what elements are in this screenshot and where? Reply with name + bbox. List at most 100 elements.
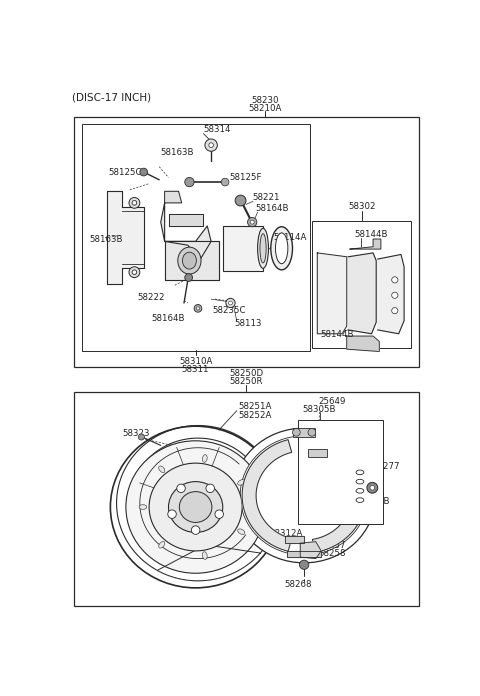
- Circle shape: [300, 560, 309, 569]
- Polygon shape: [347, 336, 379, 351]
- Ellipse shape: [180, 491, 212, 523]
- Ellipse shape: [159, 466, 165, 473]
- Ellipse shape: [159, 541, 165, 548]
- Text: 58210A: 58210A: [249, 104, 282, 113]
- Polygon shape: [117, 425, 268, 580]
- Text: 58268: 58268: [284, 580, 312, 590]
- Ellipse shape: [139, 505, 147, 509]
- Text: 58323: 58323: [122, 429, 149, 438]
- Ellipse shape: [271, 227, 292, 270]
- Polygon shape: [165, 191, 181, 203]
- Text: 58125F: 58125F: [229, 173, 262, 182]
- Circle shape: [192, 526, 200, 535]
- Text: 58221: 58221: [252, 193, 280, 202]
- Circle shape: [140, 168, 147, 176]
- Circle shape: [392, 292, 398, 299]
- Polygon shape: [378, 255, 404, 334]
- Circle shape: [194, 305, 202, 313]
- Text: 58144B: 58144B: [355, 230, 388, 239]
- Ellipse shape: [203, 454, 207, 462]
- Circle shape: [132, 270, 137, 274]
- Text: 58230: 58230: [252, 96, 279, 105]
- Text: 58163B: 58163B: [161, 148, 194, 157]
- Text: 58311: 58311: [182, 365, 209, 374]
- Polygon shape: [161, 203, 211, 260]
- Polygon shape: [300, 541, 321, 559]
- Ellipse shape: [276, 233, 288, 264]
- Circle shape: [221, 178, 229, 186]
- Text: 58250D: 58250D: [229, 369, 263, 377]
- Polygon shape: [317, 253, 347, 334]
- Text: 58257: 58257: [318, 541, 346, 550]
- Polygon shape: [312, 438, 366, 553]
- Circle shape: [235, 195, 246, 206]
- Text: 58305B: 58305B: [303, 405, 336, 413]
- Ellipse shape: [240, 436, 368, 555]
- Polygon shape: [348, 253, 376, 334]
- Circle shape: [228, 301, 232, 305]
- Polygon shape: [165, 242, 219, 280]
- Polygon shape: [285, 535, 304, 543]
- Text: 58258: 58258: [318, 549, 346, 558]
- Polygon shape: [157, 531, 260, 580]
- Text: 58113: 58113: [234, 319, 262, 329]
- Bar: [298, 420, 383, 524]
- Circle shape: [370, 486, 375, 490]
- Ellipse shape: [258, 228, 268, 269]
- Circle shape: [367, 482, 378, 493]
- Text: 58302: 58302: [348, 202, 376, 211]
- Polygon shape: [107, 191, 144, 284]
- Text: 58310A: 58310A: [179, 357, 212, 366]
- Text: 58312A: 58312A: [269, 530, 302, 539]
- Text: 58144B: 58144B: [321, 330, 354, 339]
- Circle shape: [132, 200, 137, 205]
- Polygon shape: [168, 214, 204, 226]
- Text: 58114A: 58114A: [273, 233, 307, 242]
- Circle shape: [206, 484, 215, 493]
- Circle shape: [129, 198, 140, 208]
- Ellipse shape: [238, 529, 245, 535]
- Text: 58235C: 58235C: [212, 306, 245, 315]
- Circle shape: [215, 510, 224, 519]
- Text: 58164B: 58164B: [152, 314, 185, 323]
- Text: 58222: 58222: [137, 293, 165, 302]
- Ellipse shape: [238, 480, 245, 485]
- Text: 58250R: 58250R: [229, 377, 263, 386]
- Circle shape: [205, 139, 217, 151]
- Text: 58314: 58314: [204, 125, 231, 134]
- Bar: [312, 221, 411, 347]
- Ellipse shape: [178, 247, 201, 274]
- Bar: [223, 226, 263, 271]
- Bar: [74, 392, 419, 606]
- Circle shape: [308, 429, 316, 436]
- Circle shape: [177, 484, 185, 493]
- Bar: [82, 124, 311, 351]
- Circle shape: [248, 217, 257, 227]
- Ellipse shape: [180, 515, 186, 523]
- Text: 25649: 25649: [318, 397, 346, 406]
- Circle shape: [226, 299, 235, 308]
- Circle shape: [185, 177, 194, 187]
- Ellipse shape: [182, 252, 196, 269]
- Text: 58251A: 58251A: [238, 402, 272, 411]
- Bar: [74, 117, 419, 367]
- Text: 58164B: 58164B: [255, 204, 289, 213]
- Circle shape: [196, 307, 200, 310]
- Polygon shape: [242, 440, 292, 551]
- Circle shape: [185, 274, 192, 281]
- Circle shape: [209, 143, 214, 148]
- Text: (DISC-17 INCH): (DISC-17 INCH): [72, 93, 151, 103]
- Bar: [293, 428, 315, 437]
- Ellipse shape: [198, 521, 206, 532]
- Polygon shape: [350, 239, 381, 249]
- Ellipse shape: [168, 482, 223, 532]
- Text: 58163B: 58163B: [89, 235, 123, 244]
- Circle shape: [392, 277, 398, 283]
- Ellipse shape: [110, 426, 281, 588]
- Text: 58125C: 58125C: [108, 168, 142, 177]
- Text: 58272B: 58272B: [357, 497, 390, 506]
- Circle shape: [250, 220, 254, 224]
- Text: 58277: 58277: [372, 461, 400, 470]
- Text: 58252A: 58252A: [238, 411, 272, 420]
- Circle shape: [129, 267, 140, 278]
